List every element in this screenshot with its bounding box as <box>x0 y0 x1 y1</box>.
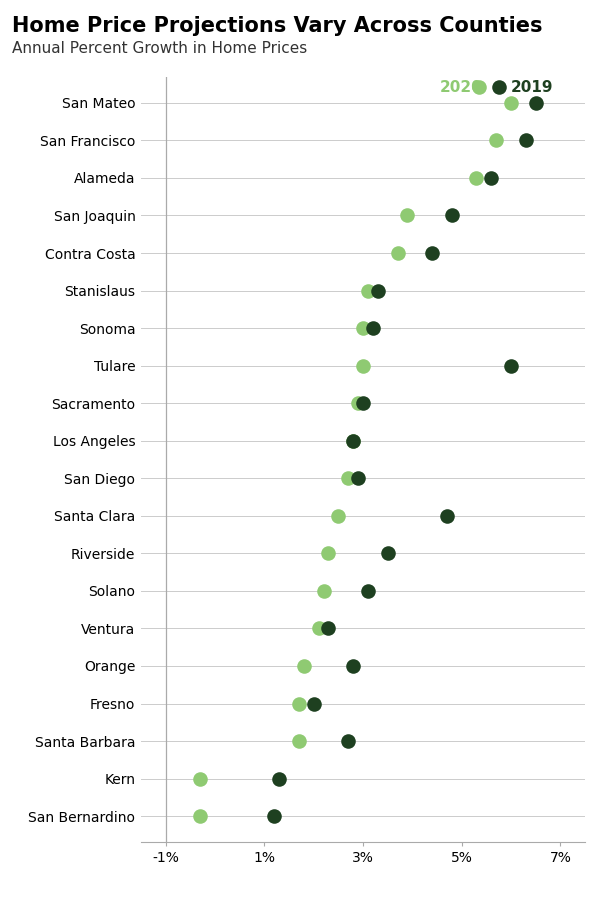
Point <box>299 659 308 673</box>
Point <box>491 133 501 148</box>
Point <box>196 771 205 786</box>
Point <box>472 170 481 185</box>
Point <box>294 696 304 711</box>
Point <box>427 246 437 260</box>
Point <box>343 471 353 486</box>
Point <box>349 433 358 448</box>
Point <box>196 809 205 824</box>
Point <box>314 622 323 636</box>
Point <box>373 283 383 297</box>
Point <box>363 584 373 598</box>
Point <box>494 80 503 95</box>
Point <box>358 321 368 335</box>
Point <box>442 508 452 523</box>
Point <box>358 396 368 410</box>
Point <box>274 771 284 786</box>
Point <box>343 733 353 748</box>
Point <box>447 208 457 223</box>
Point <box>319 584 328 598</box>
Text: Annual Percent Growth in Home Prices: Annual Percent Growth in Home Prices <box>12 41 307 56</box>
Point <box>294 733 304 748</box>
Point <box>309 696 319 711</box>
Point <box>323 546 333 560</box>
Point <box>474 80 484 95</box>
Text: 2020: 2020 <box>439 79 482 95</box>
Point <box>358 359 368 373</box>
Point <box>506 96 516 110</box>
Point <box>349 659 358 673</box>
Point <box>487 170 496 185</box>
Point <box>531 96 541 110</box>
Point <box>334 508 343 523</box>
Point <box>353 471 363 486</box>
Point <box>368 321 377 335</box>
Point <box>269 809 279 824</box>
Point <box>506 359 516 373</box>
Point <box>393 246 403 260</box>
Text: 2019: 2019 <box>511 79 554 95</box>
Point <box>363 283 373 297</box>
Point <box>353 396 363 410</box>
Point <box>521 133 530 148</box>
Point <box>349 433 358 448</box>
Point <box>403 208 412 223</box>
Point <box>383 546 392 560</box>
Text: Home Price Projections Vary Across Counties: Home Price Projections Vary Across Count… <box>12 16 542 36</box>
Point <box>323 622 333 636</box>
